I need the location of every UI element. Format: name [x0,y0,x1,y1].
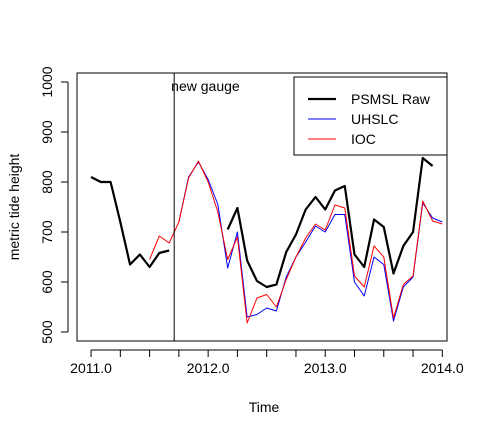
x-tick-label: 2014.0 [421,360,464,376]
x-tick-label: 2011.0 [70,360,112,376]
series-line-psmsl-raw-1 [226,156,434,289]
x-tick-label: 2013.0 [304,360,347,376]
legend-label-uhslc: UHSLC [351,111,398,127]
x-axis-title: Time [249,399,280,415]
y-tick-label: 600 [39,270,55,294]
plot-frame [76,72,448,342]
series-line-uhslc-0 [178,161,443,322]
y-tick-label: 500 [39,320,55,344]
legend-box [293,76,448,156]
plot-lines [90,156,443,324]
x-tick-label: 2012.0 [187,360,230,376]
y-axis-title: metric tide height [6,154,22,261]
series-line-psmsl-raw-0 [90,176,170,269]
x-axis: 2011.0 2012.0 2013.0 2014.0 [70,349,464,376]
gauge-annotation-label: new gauge [171,78,240,94]
legend: PSMSL Raw UHSLC IOC [293,76,448,156]
y-tick-label: 800 [39,170,55,194]
legend-label-psmsl-raw: PSMSL Raw [351,91,431,107]
y-tick-label: 900 [39,120,55,144]
gauge-annotation: new gauge [171,73,240,341]
legend-label-ioc: IOC [351,131,376,147]
series-line-ioc-0 [149,160,443,324]
y-axis: 500 600 700 800 900 1000 [39,66,69,344]
y-tick-label: 700 [39,220,55,244]
y-tick-label: 1000 [39,66,55,97]
